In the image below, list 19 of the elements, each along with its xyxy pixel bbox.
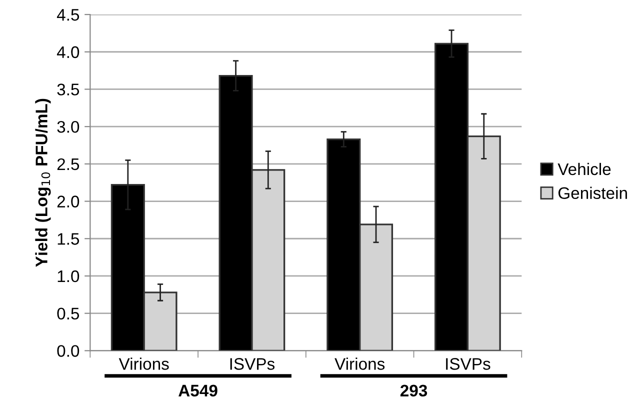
y-tick-label: 3.5 bbox=[57, 84, 80, 96]
y-tick-label: 0.0 bbox=[57, 345, 80, 357]
y-tick-label: 1.5 bbox=[58, 233, 80, 245]
x-tick-label: Virions bbox=[118, 358, 169, 370]
y-axis-title: Yield (Log$_{10}$ PFU/mL) bbox=[35, 98, 51, 267]
y-tick-label: 2.5 bbox=[57, 158, 80, 170]
y-tick-label: 3.0 bbox=[57, 120, 80, 133]
text: 293 bbox=[400, 384, 428, 397]
x-tick-label: ISVPs bbox=[446, 358, 490, 370]
y-tick-label: 2.0 bbox=[57, 196, 80, 208]
y-tick-label: 4.5 bbox=[56, 9, 80, 21]
x-tick-label: Virions bbox=[334, 358, 385, 370]
y-tick-label: 1.0 bbox=[58, 270, 80, 282]
text: A549 bbox=[178, 384, 218, 397]
y-tick-label: 4.0 bbox=[56, 46, 80, 58]
legend-label: Vehicle bbox=[558, 162, 611, 176]
x-tick-label: ISVPs bbox=[230, 358, 275, 370]
y-tick-label: 0.5 bbox=[57, 308, 80, 320]
legend-label: Genistein bbox=[558, 186, 627, 200]
